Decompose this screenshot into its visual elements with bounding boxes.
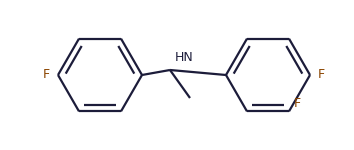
Text: HN: HN — [175, 51, 193, 64]
Text: F: F — [294, 97, 301, 110]
Text: F: F — [318, 69, 325, 81]
Text: F: F — [43, 69, 50, 81]
